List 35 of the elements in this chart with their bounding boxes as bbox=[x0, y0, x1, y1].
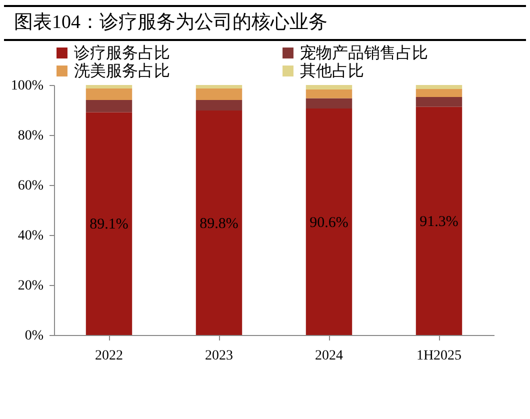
legend-label: 洗美服务占比 bbox=[74, 62, 170, 80]
x-tick-label: 2023 bbox=[205, 348, 233, 364]
bar bbox=[196, 85, 242, 88]
bar bbox=[416, 97, 462, 107]
x-tick-label: 1H2025 bbox=[416, 348, 462, 364]
bar bbox=[196, 88, 242, 100]
bar bbox=[306, 85, 352, 90]
bar bbox=[306, 108, 352, 335]
bar bbox=[86, 88, 132, 100]
data-label: 90.6% bbox=[310, 214, 348, 231]
legend-label: 其他占比 bbox=[300, 62, 364, 80]
bar bbox=[306, 90, 352, 98]
bar bbox=[196, 100, 242, 110]
data-label: 89.8% bbox=[200, 216, 238, 232]
bar bbox=[86, 100, 132, 112]
bar bbox=[416, 106, 462, 335]
chart-title: 图表104：诊疗服务为公司的核心业务 bbox=[4, 5, 526, 41]
bar bbox=[416, 89, 462, 97]
legend-label: 宠物产品销售占比 bbox=[300, 44, 428, 62]
x-tick-label: 2022 bbox=[95, 348, 123, 364]
bar bbox=[86, 112, 132, 335]
x-tick-label: 2024 bbox=[315, 348, 343, 364]
y-tick-label: 20% bbox=[18, 278, 44, 294]
y-tick-label: 80% bbox=[18, 128, 44, 144]
data-label: 91.3% bbox=[420, 214, 458, 230]
y-tick-label: 0% bbox=[24, 328, 44, 344]
bar bbox=[86, 85, 132, 88]
bar bbox=[416, 85, 462, 89]
y-tick-label: 60% bbox=[18, 178, 44, 194]
data-label: 89.1% bbox=[90, 216, 128, 233]
y-tick-label: 40% bbox=[18, 228, 44, 244]
y-tick-label: 100% bbox=[10, 78, 44, 94]
bar bbox=[196, 110, 242, 335]
legend-label: 诊疗服务占比 bbox=[74, 44, 170, 62]
bar bbox=[306, 98, 352, 108]
